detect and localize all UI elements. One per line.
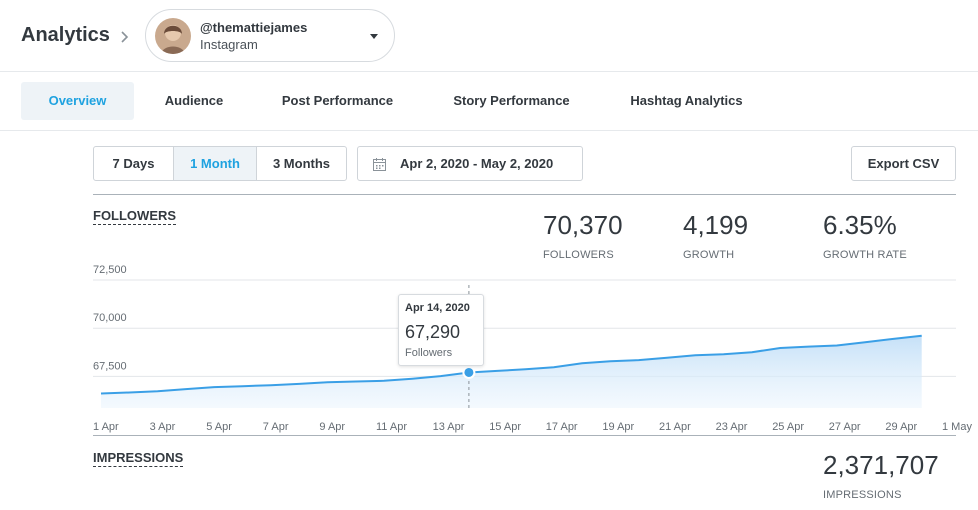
tooltip-date: Apr 14, 2020: [405, 302, 470, 314]
tab-story-performance[interactable]: Story Performance: [453, 93, 570, 108]
x-tick-label: 21 Apr: [659, 421, 691, 433]
tab-hashtag-analytics[interactable]: Hashtag Analytics: [630, 93, 743, 108]
followers-count: 70,370: [543, 210, 623, 240]
account-handle: @themattiejames: [200, 20, 308, 35]
date-range-label: Apr 2, 2020 - May 2, 2020: [400, 156, 554, 171]
tab-post-performance[interactable]: Post Performance: [281, 93, 394, 108]
breadcrumb-chevron-icon: [121, 31, 129, 43]
range-7-days-button[interactable]: 7 Days: [94, 147, 174, 180]
range-3-months-button[interactable]: 3 Months: [272, 156, 331, 171]
x-tick-label: 3 Apr: [150, 421, 176, 433]
x-tick-label: 11 Apr: [376, 421, 407, 433]
highlighted-data-point[interactable]: [462, 365, 476, 379]
followers-area: [101, 335, 922, 408]
chart-tooltip: Apr 14, 2020 67,290 Followers: [398, 294, 484, 366]
divider: [93, 435, 956, 436]
followers-line: [100, 334, 922, 395]
x-tick-label: 27 Apr: [829, 421, 861, 433]
range-selector: 7 Days 1 Month 3 Months: [93, 146, 347, 181]
followers-chart[interactable]: 72,500 70,000 67,500 1 Apr 3 Apr 5 Apr 7 Apr 9…: [0, 250, 978, 440]
growth-rate-label: GROWTH RATE: [823, 249, 907, 261]
growth-label: GROWTH: [683, 249, 735, 261]
account-selector[interactable]: @themattiejames Instagram: [145, 9, 395, 62]
y-tick-label: 70,000: [93, 312, 127, 324]
x-tick-label: 5 Apr: [206, 421, 232, 433]
divider: [93, 194, 956, 195]
x-tick-label: 9 Apr: [319, 421, 345, 433]
tab-overview[interactable]: Overview: [21, 82, 134, 120]
caret-down-icon: [370, 34, 378, 39]
export-csv-button[interactable]: Export CSV: [851, 146, 956, 181]
growth-rate-stat: 6.35% GROWTH RATE: [823, 211, 907, 261]
x-tick-label: 25 Apr: [772, 421, 804, 433]
x-tick-label: 19 Apr: [602, 421, 634, 433]
tab-bar: Overview Audience Post Performance Story…: [0, 72, 978, 131]
x-tick-label: 13 Apr: [433, 421, 465, 433]
x-tick-label: 15 Apr: [489, 421, 521, 433]
impressions-label: IMPRESSIONS: [823, 489, 902, 501]
x-tick-label: 1 May: [942, 421, 972, 433]
avatar: [155, 18, 191, 54]
x-tick-label: 7 Apr: [263, 421, 289, 433]
impressions-count: 2,371,707: [823, 450, 939, 480]
calendar-icon: [373, 158, 386, 171]
growth-rate-value: 6.35%: [823, 210, 897, 240]
followers-stat: 70,370 FOLLOWERS: [543, 211, 623, 261]
top-bar: Analytics @themattiejames Instagram: [0, 0, 978, 72]
x-tick-label: 17 Apr: [546, 421, 578, 433]
followers-label: FOLLOWERS: [543, 249, 614, 261]
date-range-picker[interactable]: Apr 2, 2020 - May 2, 2020: [357, 146, 583, 181]
growth-count: 4,199: [683, 210, 749, 240]
impressions-stat: 2,371,707 IMPRESSIONS: [823, 451, 939, 501]
x-tick-label: 29 Apr: [885, 421, 917, 433]
page-title: Analytics: [21, 24, 110, 46]
tab-audience[interactable]: Audience: [164, 93, 224, 108]
account-network: Instagram: [200, 37, 258, 52]
range-1-month-button[interactable]: 1 Month: [174, 147, 257, 180]
y-tick-label: 72,500: [93, 264, 127, 276]
tooltip-value: 67,290: [405, 322, 461, 342]
x-tick-label: 23 Apr: [716, 421, 748, 433]
growth-stat: 4,199 GROWTH: [683, 211, 748, 261]
impressions-section-title[interactable]: IMPRESSIONS: [93, 450, 184, 467]
tooltip-label: Followers: [405, 347, 453, 359]
y-tick-label: 67,500: [93, 360, 127, 372]
x-tick-label: 1 Apr: [93, 421, 119, 433]
followers-section-title[interactable]: FOLLOWERS: [93, 208, 177, 225]
